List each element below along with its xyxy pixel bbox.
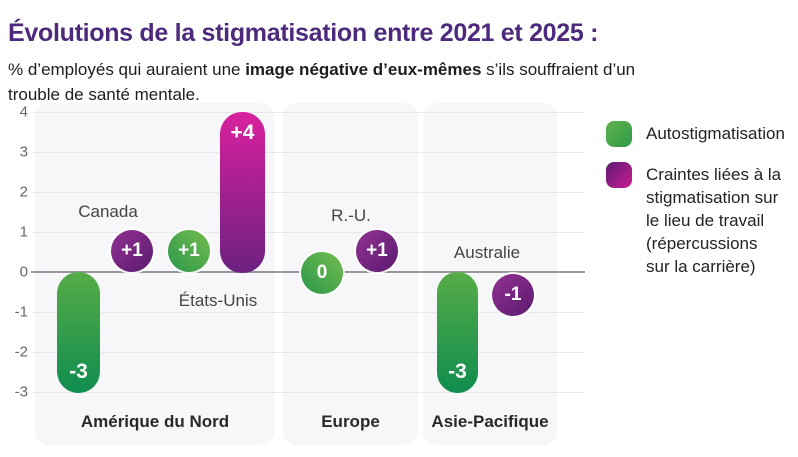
green-swatch-icon [606,121,632,147]
gridline [33,352,585,353]
circle-mark: +1 [111,230,153,272]
circle-value-label: +1 [121,240,143,261]
bar-mark: +4 [220,112,265,273]
legend-label: Craintes liées à la stigmatisation sur l… [646,165,782,276]
country-label: Canada [78,202,138,221]
bar-value-label: +4 [230,121,255,144]
subtitle-part1: % d’employés qui auraient une [8,60,246,79]
legend-item-autostigmatisation: Autostigmatisation [606,121,796,147]
country-label: R.-U. [331,206,371,225]
circle-mark: +1 [356,230,398,272]
chart-subtitle: % d’employés qui auraient une image néga… [8,57,708,107]
chart-legend: Autostigmatisation Craintes liées à la s… [606,121,796,293]
circle-mark: 0 [301,252,343,294]
subtitle-part3: trouble de santé mentale. [8,85,200,104]
purple-swatch-icon [606,162,632,188]
gridline [33,112,585,113]
y-axis-tick-label: 3 [19,143,28,161]
gridline [33,392,585,393]
subtitle-part2: s’ils souffraient d’un [481,60,636,79]
bar-mark: -3 [57,272,100,393]
y-axis-tick-label: -2 [14,343,28,361]
country-label: Australie [453,243,521,262]
subtitle-bold: image négative d’eux-mêmes [245,60,482,79]
gridline [33,192,585,193]
gridline [33,312,585,313]
y-axis-tick-label: 4 [19,103,28,121]
bar-value-label: -3 [448,360,467,383]
bar-mark: -3 [437,272,478,393]
circle-mark: -1 [492,274,534,316]
y-axis-tick-label: 0 [19,263,28,281]
legend-label: Autostigmatisation [646,124,785,143]
y-axis-tick-label: 1 [19,223,28,241]
y-axis-tick-label: 2 [19,183,28,201]
gridline [33,152,585,153]
bar-value-label: -3 [69,360,88,383]
circle-value-label: +1 [366,240,388,261]
country-label: États-Unis [178,291,258,310]
y-axis-tick-label: -3 [14,383,28,401]
circle-mark: +1 [168,230,210,272]
y-axis-tick-label: -1 [14,303,28,321]
region-label: Europe [321,412,380,431]
region-label: Asie-Pacifique [431,412,549,431]
region-label: Amérique du Nord [80,412,230,431]
gridline [33,232,585,233]
circle-value-label: -1 [504,284,522,305]
region-panel: Asie-Pacifique [423,103,557,445]
page-title: Évolutions de la stigmatisation entre 20… [8,18,599,47]
legend-item-craintes: Craintes liées à la stigmatisation sur l… [606,162,796,278]
circle-value-label: +1 [178,240,200,261]
circle-value-label: 0 [316,262,328,283]
